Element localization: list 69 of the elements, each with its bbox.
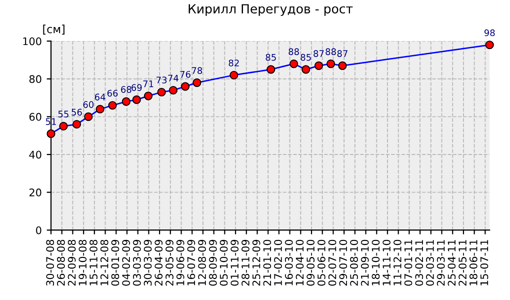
x-tick-label: 12-08-09 [198, 240, 206, 286]
x-tick-label: 21-01-10 [263, 240, 272, 286]
x-tick-label: 01-11-09 [230, 240, 239, 286]
x-tick-label: 14-11-10 [382, 240, 391, 286]
x-tick-label: 26-04-09 [154, 240, 163, 286]
y-tick-label: 80 [29, 75, 42, 84]
data-label: 76 [180, 70, 190, 78]
data-label: 69 [132, 84, 142, 91]
x-tick-label: 29-03-11 [436, 240, 445, 286]
x-tick-label: 16-07-09 [187, 240, 196, 286]
data-label: 64 [94, 94, 106, 100]
x-tick-label: 30-07-08 [46, 240, 54, 286]
x-tick-label: 15-07-11 [480, 240, 488, 286]
x-tick-label: 07-01-11 [404, 240, 412, 286]
data-label: 82 [228, 60, 239, 66]
data-label: 98 [484, 29, 495, 36]
x-tick-label: 25-12-09 [252, 240, 260, 286]
chart-title: Кирилл Перегудов - рост [188, 4, 353, 16]
y-tick-label: 100 [23, 37, 42, 46]
data-label: 85 [266, 54, 276, 61]
data-label: 88 [326, 48, 336, 56]
x-tick-label: 22-09-08 [68, 240, 76, 286]
x-tick-label: 25-08-10 [350, 240, 358, 286]
y-tick-label: 0 [36, 226, 42, 234]
x-tick-label: 11-12-10 [393, 240, 402, 286]
x-tick-label: 18-06-11 [469, 240, 478, 286]
data-label: 88 [288, 48, 299, 56]
y-tick-label: 20 [29, 188, 42, 196]
x-tick-label: 18-10-10 [372, 240, 380, 286]
x-tick-label: 19-10-08 [78, 240, 87, 286]
x-tick-label: 05-10-09 [220, 240, 228, 286]
y-tick-label: 60 [29, 112, 42, 121]
x-tick-label: 12-12-08 [100, 240, 108, 286]
data-label: 68 [121, 86, 132, 93]
x-tick-label: 30-03-09 [144, 240, 152, 286]
x-tick-label: 28-11-09 [242, 240, 250, 286]
y-tick-label: 40 [29, 150, 42, 159]
x-tick-label: 21-09-10 [360, 240, 369, 286]
x-tick-label: 02-03-11 [426, 240, 434, 286]
y-axis-title: [см] [43, 24, 64, 35]
data-label: 71 [143, 80, 154, 88]
x-tick-label: 03-02-11 [415, 240, 424, 286]
data-label: 74 [168, 74, 178, 82]
data-label: 85 [300, 54, 311, 61]
data-label: 87 [337, 50, 348, 57]
x-tick-label: 12-04-10 [296, 240, 304, 286]
x-tick-label: 04-02-09 [122, 240, 130, 286]
data-label: 87 [314, 50, 324, 57]
x-tick-label: 09-05-10 [306, 240, 315, 286]
data-label: 56 [72, 108, 82, 116]
data-label: 66 [107, 90, 118, 97]
x-tick-label: 23-05-09 [166, 240, 174, 286]
x-tick-label: 08-09-09 [208, 240, 217, 286]
x-tick-label: 19-06-09 [176, 240, 184, 286]
x-tick-label: 15-11-08 [90, 240, 98, 286]
data-label: 78 [192, 67, 202, 74]
x-tick-label: 08-01-09 [111, 240, 120, 286]
x-tick-label: 03-03-09 [132, 240, 141, 286]
x-tick-label: 25-04-11 [448, 240, 456, 286]
data-label: 55 [58, 110, 68, 118]
x-tick-label: 22-05-11 [458, 240, 466, 286]
x-tick-label: 29-07-10 [339, 240, 348, 286]
x-tick-label: 16-03-10 [284, 240, 293, 286]
data-label: 73 [156, 76, 167, 84]
x-tick-label: 26-08-08 [57, 240, 65, 286]
x-tick-label: 05-06-10 [318, 240, 326, 286]
x-tick-label: 17-02-10 [274, 240, 282, 286]
data-label: 60 [83, 101, 94, 108]
x-tick-label: 02-07-10 [328, 240, 336, 286]
